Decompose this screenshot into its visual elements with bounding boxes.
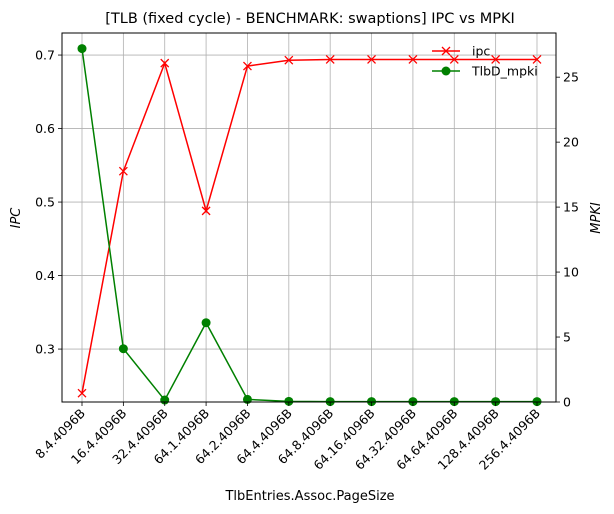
y-left-tick-label: 0.6 <box>35 121 55 136</box>
legend-label-TlbD_mpki: TlbD_mpki <box>471 64 538 79</box>
y-right-tick-label: 15 <box>563 200 579 215</box>
data-point-ipc <box>77 388 87 398</box>
data-point-ipc <box>284 55 294 65</box>
data-point-TlbD_mpki <box>118 344 128 354</box>
y-axis-right: 0 5 10 15 20 25 <box>556 70 579 410</box>
y-axis-left-title: IPC <box>9 207 24 229</box>
chart-title: [TLB (fixed cycle) - BENCHMARK: swaption… <box>105 11 515 27</box>
legend-label-ipc: ipc <box>472 44 490 59</box>
data-point-ipc <box>449 55 459 64</box>
data-point-TlbD_mpki <box>284 396 294 406</box>
y-right-tick-label: 5 <box>563 330 571 345</box>
series-line-ipc <box>81 58 537 394</box>
data-point-ipc <box>201 206 211 216</box>
legend: ipc TlbD_mpki <box>432 44 538 79</box>
y-right-tick-label: 0 <box>563 395 571 410</box>
y-left-tick-label: 0.4 <box>35 268 55 283</box>
data-point-ipc <box>491 55 501 64</box>
data-point-ipc <box>325 55 335 64</box>
y-axis-right-title: MPKI <box>589 202 604 234</box>
data-point-TlbD_mpki <box>201 318 211 328</box>
data-point-ipc <box>242 61 252 71</box>
y-right-tick-label: 20 <box>563 135 579 150</box>
data-point-ipc <box>160 58 170 68</box>
plot-frame <box>61 32 557 403</box>
legend-marker-TlbD_mpki <box>441 66 451 76</box>
grid <box>62 33 556 402</box>
data-point-ipc <box>118 166 128 176</box>
x-axis-title: TlbEntries.Assoc.PageSize <box>224 489 394 504</box>
y-right-tick-label: 25 <box>563 70 579 85</box>
legend-marker-ipc <box>441 46 451 56</box>
data-point-TlbD_mpki <box>77 44 87 54</box>
y-right-tick-label: 10 <box>563 265 579 280</box>
y-left-tick-label: 0.3 <box>35 342 55 357</box>
data-point-ipc <box>408 55 418 64</box>
data-point-ipc <box>532 55 542 64</box>
x-axis: 8.4.4096B16.4.4096B32.4.4096B64.1.4096B6… <box>32 402 543 473</box>
series-layer <box>77 44 542 407</box>
y-left-tick-label: 0.5 <box>35 195 55 210</box>
y-left-tick-label: 0.7 <box>35 48 55 63</box>
data-point-ipc <box>367 55 377 64</box>
y-axis-left: 0.3 0.4 0.5 0.6 0.7 <box>35 48 62 357</box>
